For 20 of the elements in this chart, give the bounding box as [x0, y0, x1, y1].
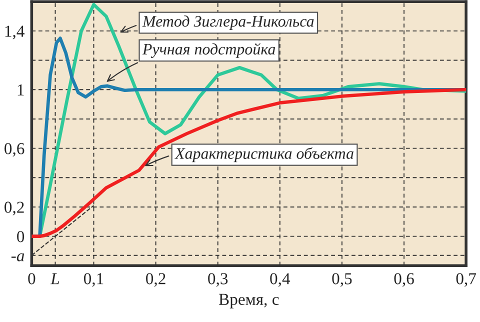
x-axis-title: Время, с [218, 294, 279, 308]
x-tick-label: 0,1 [84, 273, 104, 287]
annotation: Метод Зиглера-Никольса [142, 15, 314, 30]
x-tick-label: 0,6 [394, 273, 414, 287]
y-tick-label: 0,2 [4, 202, 24, 216]
x-tick-label: 0,3 [208, 273, 228, 287]
x-tick-label: L [50, 273, 60, 284]
annotation: Ручная подстройка [142, 43, 276, 58]
y-tick-label: 0,6 [4, 143, 24, 157]
x-tick-label: 0 [28, 273, 36, 284]
y-tick-label: 0 [17, 231, 24, 242]
y-tick-label: 1 [18, 84, 24, 96]
x-tick-label: 0,7 [456, 273, 476, 287]
annotation: Характеристика объекта [174, 147, 354, 162]
x-tick-label: 0,5 [332, 273, 352, 287]
y-tick-label: 1,4 [5, 26, 24, 40]
y-tick-label: -a [11, 253, 24, 262]
x-tick-label: 0,2 [146, 273, 166, 287]
line-series [32, 88, 466, 238]
x-tick-label: 0,4 [270, 273, 290, 287]
